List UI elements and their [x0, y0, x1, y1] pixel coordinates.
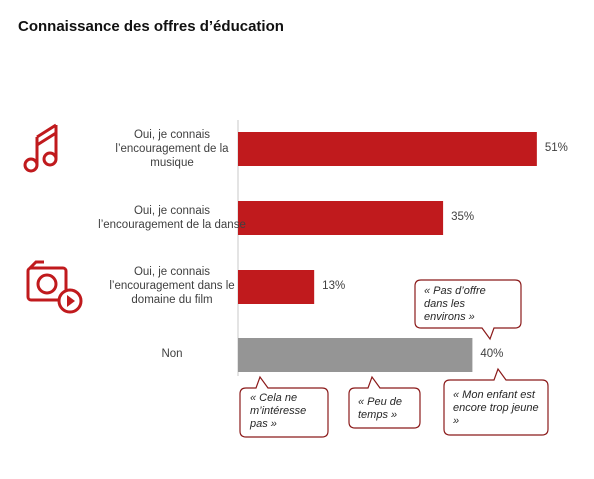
callout-box: [239, 375, 329, 438]
chart-title: Connaissance des offres d’éducation: [18, 18, 284, 35]
callout-box: [414, 279, 522, 341]
value-label: 13%: [322, 280, 346, 292]
value-label: 35%: [451, 211, 475, 223]
music-icon: [23, 123, 58, 173]
film-icon: [26, 260, 83, 314]
category-label: Oui, je connais l’encouragement de la da…: [98, 205, 246, 231]
callout-text: « Mon enfant est encore trop jeune »: [453, 389, 539, 427]
value-label: 51%: [544, 142, 568, 154]
bar: [238, 338, 473, 372]
callout-text: « Peu de temps »: [358, 396, 403, 421]
callout-text: « Pas d’offre dans les environs »: [424, 285, 486, 323]
category-label: Oui, je connais l’encouragement de la mu…: [115, 129, 229, 169]
bar: [238, 270, 315, 304]
category-label: Oui, je connais l’encouragement dans le …: [109, 266, 235, 306]
callout-box: [348, 375, 421, 429]
value-label: 40%: [480, 348, 504, 360]
callout-box: [443, 367, 549, 436]
category-label: Non: [161, 348, 183, 360]
bar: [238, 132, 537, 166]
bar: [238, 201, 444, 235]
callout-text: « Cela ne m’intéresse pas »: [250, 392, 307, 430]
